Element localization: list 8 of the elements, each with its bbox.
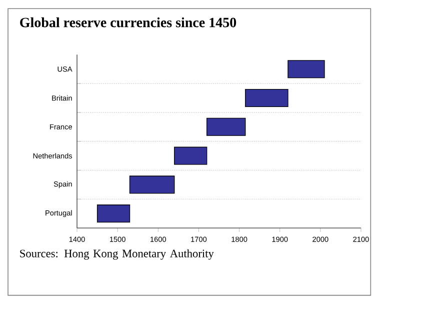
bar — [245, 88, 288, 107]
source-note: Sources: Hong Kong Monetary Authority — [20, 249, 214, 260]
bar — [174, 146, 208, 165]
bar — [288, 60, 325, 78]
chart-title: Global reserve currencies since 1450 — [20, 17, 236, 28]
bar — [96, 204, 130, 223]
bar — [206, 118, 246, 136]
bar — [129, 176, 175, 194]
